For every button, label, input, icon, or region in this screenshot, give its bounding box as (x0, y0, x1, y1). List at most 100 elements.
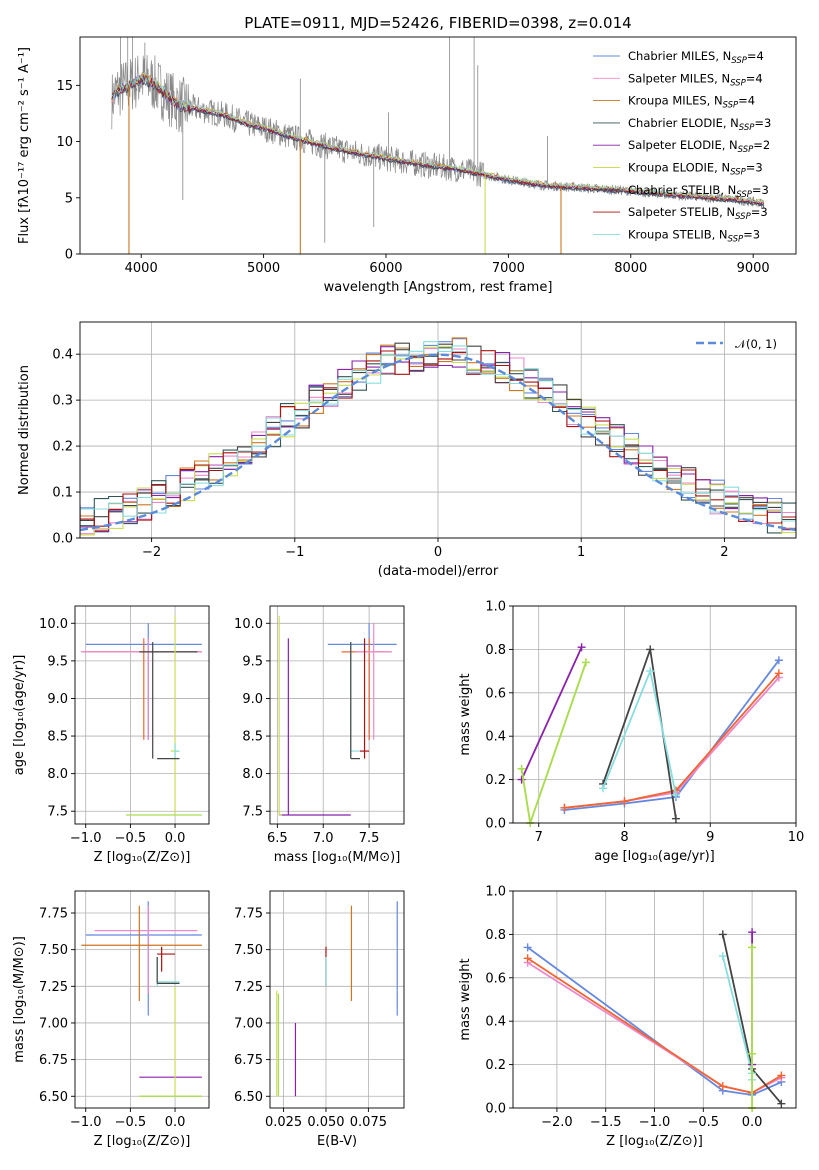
y-tick-label: 8.0 (242, 767, 263, 782)
spectrum-lines (111, 37, 765, 254)
errorbar-point (278, 615, 282, 816)
legend-entry: Salpeter ELODIE, NSSP=2 (628, 138, 770, 155)
y-tick-label: 7.50 (234, 943, 263, 958)
y-tick-label: 7.50 (39, 943, 68, 958)
series-marker (523, 943, 532, 952)
x-tick-label: 7000 (492, 261, 525, 276)
y-tick-label: 1.0 (485, 885, 506, 900)
x-axis-label: wavelength [Angstrom, rest frame] (324, 280, 553, 295)
x-tick-label: −1 (285, 545, 304, 560)
legend-subscript: SSP (730, 168, 746, 178)
y-tick-label: 0.4 (52, 348, 73, 363)
y-tick-label: 10.0 (234, 617, 263, 632)
y-axis-label: mass weight (458, 673, 473, 755)
data-points (276, 901, 398, 1097)
legend-entry: Salpeter STELIB, NSSP=3 (628, 205, 768, 222)
model-spectrum-salpeter-stelib (111, 74, 765, 205)
legend-entry: Chabrier MILES, NSSP=4 (628, 49, 764, 66)
errorbar-point (174, 743, 180, 759)
x-tick-label: −1.0 (639, 1115, 671, 1130)
y-axis-label: Normed distribution (17, 365, 32, 495)
legend-subscript: SSP (728, 234, 744, 244)
plot-frame (74, 890, 210, 1109)
series-marker (718, 952, 727, 961)
y-tick-label: 7.25 (39, 980, 68, 995)
x-tick-label: 0.075 (350, 1115, 387, 1130)
legend-entry: Kroupa ELODIE, NSSP=3 (628, 161, 763, 178)
plot-frame (269, 605, 405, 825)
errorbar-point (94, 905, 198, 994)
histogram-salpeter-stelib (80, 350, 796, 527)
legend-entry: Chabrier ELODIE, NSSP=3 (628, 116, 771, 133)
x-tick-label: 9000 (737, 261, 770, 276)
x-tick-label: −2 (142, 545, 161, 560)
mass-weight-vs-metallicity-panel: −2.0 −1.5 −1.0 −0.5 0.0 0.0 0.2 0.4 0.6 0.8 1.0 Z [… (458, 885, 797, 1149)
legend-entry: Kroupa MILES, NSSP=4 (628, 94, 755, 111)
y-tick-label: 7.75 (39, 906, 68, 921)
legend-suffix: =3 (743, 227, 760, 241)
age-vs-mass-panel: 6.5 7.0 7.5 7.5 8.0 8.5 9.0 9.5 10.0 mass [log₁₀(… (234, 605, 405, 865)
y-tick-label: 7.5 (242, 805, 263, 820)
legend-label: Chabrier STELIB, N (628, 183, 736, 197)
y-tick-label: 0.4 (485, 730, 506, 745)
x-tick-label: 0 (434, 545, 442, 560)
gridlines (270, 891, 404, 1108)
data-points (81, 901, 202, 1097)
y-tick-label: 8.0 (47, 767, 68, 782)
y-axis-label: mass weight (458, 958, 473, 1040)
observed-spectrum (111, 55, 765, 209)
y-tick-label: 7.5 (47, 805, 68, 820)
y-tick-label: 7.75 (234, 906, 263, 921)
errorbar-point (156, 956, 180, 984)
mass-vs-ebv-panel: 0.025 0.050 0.075 6.50 6.75 7.00 7.25 7.50 7.75 E… (234, 890, 405, 1149)
x-tick-label: −0.5 (115, 1115, 147, 1130)
legend-subscript: SSP (723, 101, 739, 111)
legend-label: Kroupa STELIB, N (628, 227, 728, 241)
series-marker (581, 658, 590, 667)
plot-frame (74, 605, 210, 825)
y-tick-label: 0.4 (485, 1015, 506, 1030)
series-marker (774, 669, 783, 678)
series-marker (748, 928, 757, 937)
y-tick-label: 0.6 (485, 971, 506, 986)
y-tick-label: 0.0 (485, 1102, 506, 1117)
data-points (278, 615, 397, 816)
series-marker (646, 667, 655, 676)
series-line (527, 946, 782, 1096)
legend-label: Salpeter MILES, N (628, 71, 730, 85)
data-points (81, 615, 202, 816)
x-tick-label: 8 (620, 830, 628, 845)
legend-entry: Salpeter MILES, NSSP=4 (628, 71, 763, 88)
y-tick-label: 10 (56, 135, 73, 150)
chart-title: PLATE=0911, MJD=52426, FIBERID=0398, z=0… (244, 14, 631, 32)
y-tick-label: 6.50 (39, 1090, 68, 1105)
x-tick-label: 8000 (614, 261, 647, 276)
series-orange (560, 669, 783, 812)
x-tick-label: 0.025 (265, 1115, 302, 1130)
x-tick-label: −0.5 (688, 1115, 720, 1130)
y-tick-label: 0 (65, 248, 73, 263)
legend-suffix: =2 (753, 138, 770, 152)
legend-label: Chabrier ELODIE, N (628, 116, 739, 130)
series-marker (718, 1082, 727, 1091)
legend: 𝒩(0, 1) (696, 337, 777, 351)
y-tick-label: 0.8 (485, 928, 506, 943)
series-line (564, 659, 780, 811)
legend-subscript: SSP (735, 212, 751, 222)
series-marker (748, 943, 757, 952)
legend-subscript: SSP (736, 190, 752, 200)
errorbar-point (355, 623, 393, 740)
plot-frame (269, 890, 405, 1109)
series-marker (577, 643, 586, 652)
x-tick-label: −1.5 (590, 1115, 622, 1130)
x-tick-label: 5000 (247, 261, 280, 276)
y-tick-label: 0.0 (485, 817, 506, 832)
y-tick-label: 6.50 (234, 1090, 263, 1105)
x-tick-label: 6.5 (267, 831, 288, 846)
errorbar-point (139, 642, 198, 759)
plot-frame (512, 890, 797, 1109)
y-tick-label: 0.2 (52, 440, 73, 455)
errorbar-point (279, 638, 351, 816)
plot-frame (79, 36, 797, 255)
x-axis-label: Z [log₁₀(Z/Z⊙)] (94, 850, 191, 865)
